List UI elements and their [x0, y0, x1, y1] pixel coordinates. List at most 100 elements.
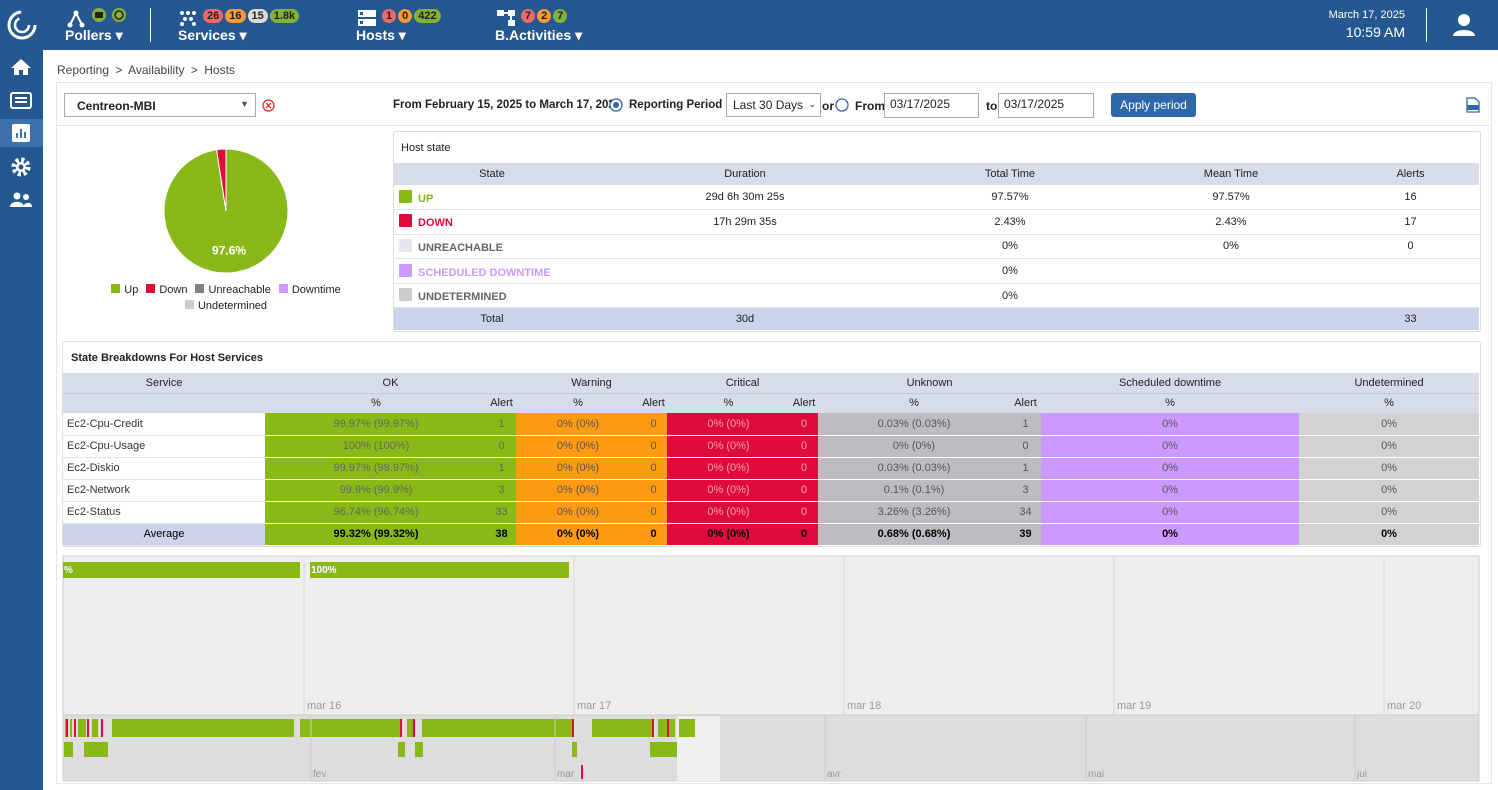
legend-swatch	[195, 284, 205, 293]
pie-legend: Up Down Unreachable Downtime Undetermined	[86, 282, 366, 314]
services-table: Service OK Warning Critical Unknown Scheduled…	[63, 373, 1480, 546]
service-value: 96.74% (96.74%)	[265, 501, 487, 523]
service-value: 0	[640, 457, 667, 479]
nav-bar	[101, 719, 103, 737]
cell: 29d 6h 30m 25s	[590, 185, 900, 210]
service-name: Ec2-Diskio	[63, 457, 265, 480]
service-row: Ec2-Cpu-Usage 100% (100%) 0 0% (0%) 0 0% (0%)…	[63, 435, 1480, 458]
cell: 97.57%	[1120, 185, 1342, 210]
nav-pollers[interactable]: Pollers ▾	[65, 27, 123, 43]
service-value: 0%	[1299, 501, 1480, 523]
count-badge: 422	[414, 9, 441, 23]
subheader-cell: %	[909, 397, 919, 410]
legend-label: Downtime	[291, 284, 341, 296]
cell: 33	[1342, 308, 1479, 330]
admin-icon[interactable]	[10, 192, 32, 208]
divider	[150, 8, 151, 42]
period-select[interactable]: Last 30 Days ⌄	[726, 93, 821, 117]
value: Centreon-MBI	[77, 99, 156, 113]
hosts-icon	[358, 10, 376, 26]
service-value: 0	[790, 413, 818, 435]
state-swatch	[399, 189, 412, 203]
to-date[interactable]: 03/17/2025	[998, 93, 1094, 118]
from-date[interactable]: 03/17/2025	[884, 93, 979, 118]
cell	[63, 393, 265, 413]
service-value: 0	[640, 413, 667, 435]
timeline: mar 16 mar 17 mar 18 mar 19 mar 20% 100% fev ma…	[62, 555, 1480, 782]
value: 16	[1404, 191, 1417, 204]
crumb[interactable]: Reporting	[57, 63, 110, 77]
count-badge: 1	[382, 9, 397, 23]
service-value: 0	[487, 435, 516, 457]
service-value: 0.03% (0.03%)	[818, 457, 1010, 479]
home-icon[interactable]	[10, 58, 32, 76]
header-cell: Mean Time	[1203, 168, 1259, 180]
nav-bar	[413, 719, 415, 737]
nav-bar	[398, 742, 405, 757]
service-value: 0%	[1041, 479, 1300, 501]
header-cell: Undetermined	[1354, 376, 1424, 389]
radio-custom[interactable]	[835, 98, 849, 112]
time: 10:59 AM	[1345, 24, 1405, 40]
pie-slice	[216, 148, 227, 212]
cell: 2.43%	[900, 210, 1120, 235]
state-row: SCHEDULED DOWNTIME 0%	[394, 259, 1479, 284]
service-row: Ec2-Status 96.74% (96.74%) 33 0% (0%) 0 0% (0…	[63, 501, 1480, 524]
service-value: 0% (0%)	[818, 435, 1010, 457]
config-icon[interactable]	[11, 157, 31, 177]
user-menu[interactable]	[1452, 13, 1476, 37]
header-cell: OK	[382, 376, 399, 389]
nav-bactivities[interactable]: B.Activities ▾	[495, 27, 583, 43]
radio-period[interactable]	[609, 98, 623, 112]
value: 2.43%	[994, 215, 1026, 228]
cell	[1120, 259, 1342, 284]
cell: DOWN	[394, 210, 590, 235]
service-value: 0% (0%)	[667, 413, 790, 435]
bar-label: 100%	[311, 565, 337, 576]
nav-bar	[581, 765, 583, 779]
nav-services[interactable]: Services ▾	[178, 27, 247, 43]
nav-bar	[70, 719, 72, 737]
cell: 0%	[900, 234, 1120, 259]
subheader-cell: %	[573, 397, 583, 410]
nav-bar	[652, 719, 654, 737]
apply-button[interactable]: Apply period	[1111, 93, 1196, 117]
service-value: 0	[640, 523, 667, 545]
header-cell: Scheduled downtime	[1118, 376, 1222, 389]
header-row: Service OK Warning Critical Unknown Scheduled…	[63, 373, 1480, 393]
crumb[interactable]: Hosts	[204, 63, 235, 77]
sep: >	[115, 63, 123, 77]
nav-label: jui	[1356, 769, 1367, 780]
export-csv[interactable]	[1466, 97, 1480, 113]
state-swatch	[399, 238, 412, 252]
reporting-icon[interactable]	[12, 124, 30, 142]
host-select[interactable]: Centreon-MBI ▼	[64, 93, 256, 117]
state-swatch	[399, 288, 412, 302]
cell	[1120, 283, 1342, 308]
subheader-cell: Alert	[490, 397, 513, 410]
monitoring-icon[interactable]	[10, 92, 32, 109]
value: 97.57%	[991, 191, 1029, 204]
pollers-status	[92, 8, 126, 22]
legend-item: Unreachable	[195, 282, 271, 298]
service-value: 0% (0%)	[516, 501, 640, 523]
total-value: 33	[1404, 313, 1417, 326]
service-counts: 26 16 15 1.8k	[203, 8, 301, 23]
nav-hosts[interactable]: Hosts ▾	[356, 27, 406, 43]
service-value: 0%	[1299, 457, 1480, 479]
service-value: 1	[1010, 413, 1042, 435]
legend-swatch	[278, 284, 288, 293]
cell	[900, 308, 1120, 330]
axis-label: mar 20	[1387, 700, 1421, 712]
crumb[interactable]: Availability	[128, 63, 185, 77]
nav-label: mar	[557, 769, 575, 780]
service-value: 0	[1010, 435, 1042, 457]
clear-host[interactable]	[262, 99, 275, 112]
cell: 17	[1342, 210, 1479, 235]
label: Hosts	[356, 27, 395, 43]
header-cell: Service	[145, 376, 183, 389]
service-value: 0%	[1299, 435, 1480, 457]
service-name: Ec2-Cpu-Usage	[63, 435, 265, 458]
legend-item: Downtime	[278, 282, 341, 298]
